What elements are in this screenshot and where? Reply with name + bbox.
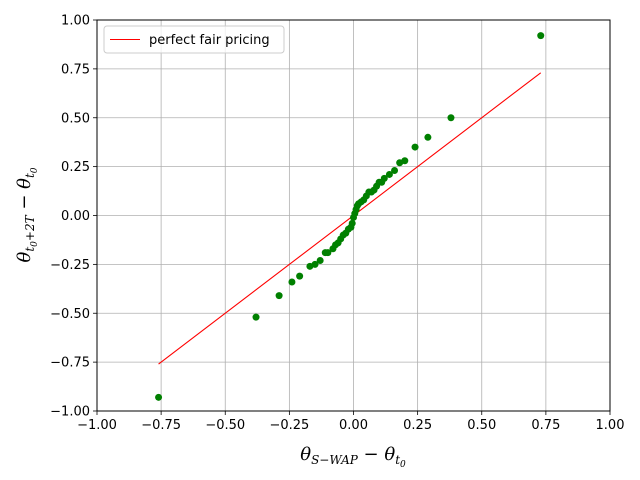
y-tick-label: −0.50: [50, 307, 90, 322]
x-tick-label: 0.00: [339, 418, 368, 433]
x-tick-label: 0.50: [467, 418, 496, 433]
scatter-point: [275, 292, 283, 300]
y-tick-label: 1.00: [61, 14, 90, 29]
plot-frame: [96, 19, 611, 412]
legend-box: [103, 25, 285, 54]
y-tick-label: 0.00: [61, 209, 90, 224]
scatter-point: [252, 313, 260, 321]
scatter-point: [424, 133, 432, 141]
y-tick-label: −0.25: [50, 258, 90, 273]
scatter-point: [155, 393, 163, 401]
x-tick-label: 0.25: [403, 418, 432, 433]
legend: perfect fair pricing: [103, 25, 285, 54]
scatter-point: [380, 174, 388, 182]
grid-lines: [96, 19, 611, 412]
x-tick-label: −0.25: [269, 418, 309, 433]
y-tick-label: 0.25: [61, 160, 90, 175]
x-tick-label: −0.50: [205, 418, 245, 433]
x-tick-label: 0.75: [531, 418, 560, 433]
scatter-point: [348, 219, 356, 227]
scatter-point: [324, 249, 332, 257]
x-tick-label: −1.00: [77, 418, 117, 433]
y-tick-label: 0.50: [61, 111, 90, 126]
y-tick-label: −0.75: [50, 356, 90, 371]
x-tick-label: −0.75: [141, 418, 181, 433]
y-tick-label: 0.75: [61, 62, 90, 77]
y-tick-label: −1.00: [50, 405, 90, 420]
scatter-point: [311, 260, 319, 268]
scatter-point: [385, 170, 393, 178]
scatter-point: [401, 157, 409, 165]
scatter-point: [411, 143, 419, 151]
series-layer: [155, 32, 545, 401]
scatter-point: [537, 32, 545, 40]
legend-label: perfect fair pricing: [149, 33, 270, 48]
scatter-point: [296, 272, 304, 280]
scatter-point: [316, 256, 324, 264]
scatter-point: [391, 167, 399, 175]
x-tick-label: 1.00: [596, 418, 625, 433]
scatter-point: [288, 278, 296, 286]
axis-ticks: −1.00 −0.75 −0.50 −0.25 0.00 0.25 0.50 0.75 1.00…: [50, 14, 624, 434]
scatter-point: [447, 114, 455, 122]
fair-pricing-line: [158, 72, 542, 365]
